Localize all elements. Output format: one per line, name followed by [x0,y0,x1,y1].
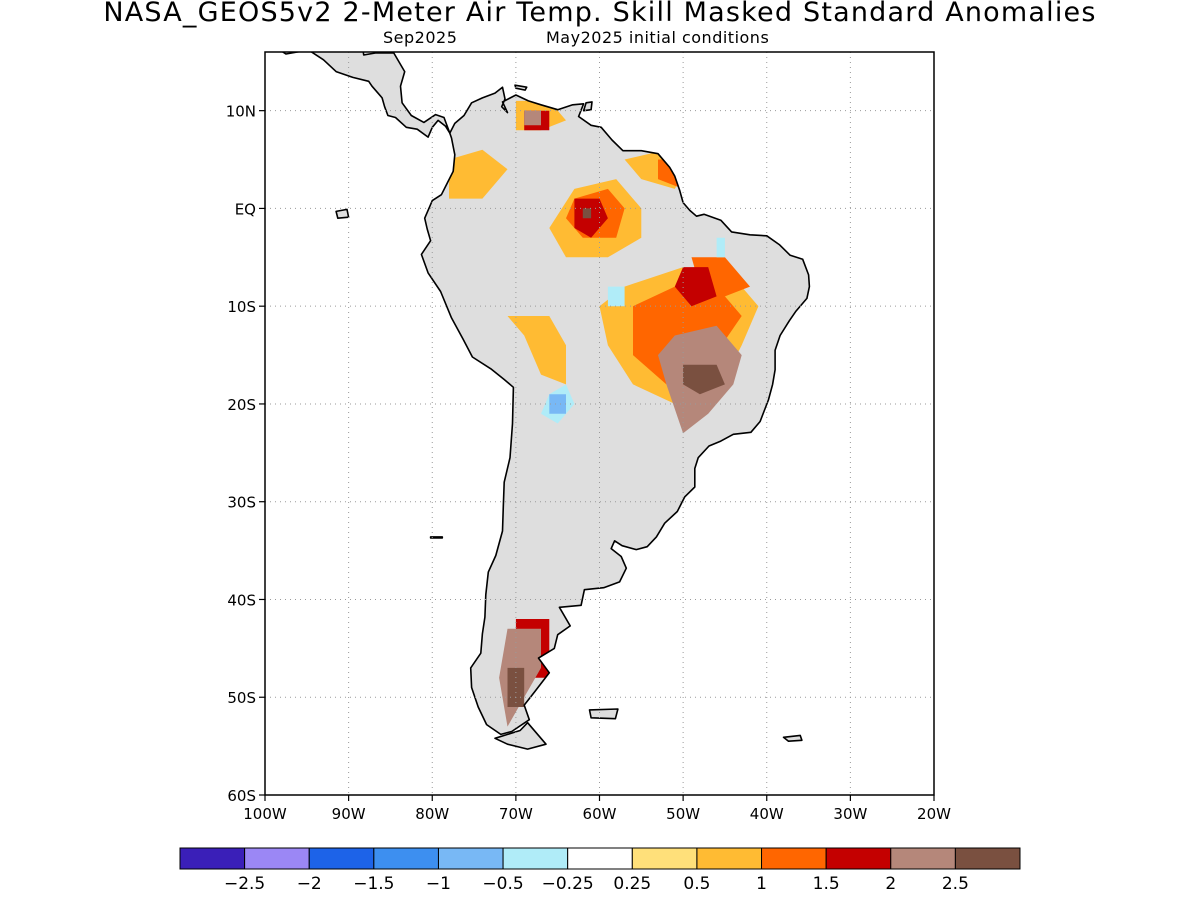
colorbar-label: −2.5 [224,874,265,894]
colorbar-swatch [437,847,504,870]
anomaly-region-10 [574,198,608,238]
colorbar-label: 2.5 [942,874,969,894]
colorbar-swatch [179,847,246,870]
colorbar-label: 1.5 [813,874,840,894]
coastline-layer [281,52,811,750]
colorbar-swatch [631,847,698,870]
coastline-1 [281,52,451,138]
anomaly-shading-layer [449,100,759,727]
coastline-7 [582,101,593,112]
map-title: NASA_GEOS5v2 2-Meter Air Temp. Skill Mas… [103,0,1097,28]
anomaly-region-23 [716,237,725,258]
lon-tick-label: 30W [833,805,867,823]
colorbar-label: 0.5 [683,874,710,894]
forecast-month: Sep2025 [383,28,458,47]
lon-tick-label: 50W [666,805,700,823]
coastline-5 [782,734,803,742]
land-mass-2 [495,722,546,750]
lat-tick-label: 30S [227,494,256,512]
colorbar: −2.5 −2 −1.5 −1 −0.5 −0.25 0.25 0.5 1 1.5 2 2.5 [179,847,1021,894]
anomaly-region-17 [683,364,725,395]
lat-tick-label: 50S [227,689,256,707]
colorbar-swatch [890,847,956,870]
land-mass-3 [589,709,618,719]
lon-tick-label: 100W [243,805,287,823]
anomaly-region-22 [607,286,625,307]
anomaly-region-12 [674,267,717,307]
lon-tick-label: 90W [332,805,366,823]
lon-tick-label: 70W [499,805,533,823]
colorbar-swatch [244,847,310,870]
initial-conditions: May2025 initial conditions [546,28,770,47]
colorbar-label: −0.5 [482,874,523,894]
lon-tick-label: 80W [415,805,449,823]
colorbar-swatch [954,847,1021,870]
anomaly-region-19 [582,208,592,219]
colorbar-swatch [308,847,375,870]
lat-tick-label: 40S [227,591,256,609]
colorbar-label: −0.25 [542,874,594,894]
lon-tick-label: 20W [917,805,951,823]
lon-tick-label: 60W [583,805,617,823]
colorbar-swatch [696,847,763,870]
anomaly-region-21 [549,394,566,414]
colorbar-label: −1 [426,874,451,894]
lat-tick-label: 10S [227,298,256,316]
colorbar-swatch [373,847,439,870]
colorbar-label: 2 [885,874,896,894]
colorbar-swatch [502,847,569,870]
colorbar-label: −2 [297,874,322,894]
anomaly-region-3 [449,149,508,199]
coastline-6 [429,536,444,539]
colorbar-label: 0.25 [613,874,651,894]
coastline-0 [420,86,811,736]
lat-tick-label: 20S [227,396,256,414]
coastline-3 [588,708,619,720]
lon-tick-label: 40W [750,805,784,823]
colorbar-swatch [567,847,633,870]
lat-tick-label: 60S [227,787,256,805]
land-mass-1 [282,52,450,138]
anomaly-region-16 [524,110,541,126]
land-mass-0 [421,87,810,735]
coastline-2 [494,721,547,750]
colorbar-swatch [825,847,892,870]
colorbar-label: −1.5 [353,874,394,894]
anomaly-region-5 [507,316,566,385]
colorbar-label: 1 [756,874,767,894]
lat-tick-label: 10N [226,103,256,121]
colorbar-swatch [761,847,827,870]
lat-tick-label: EQ [235,200,256,218]
